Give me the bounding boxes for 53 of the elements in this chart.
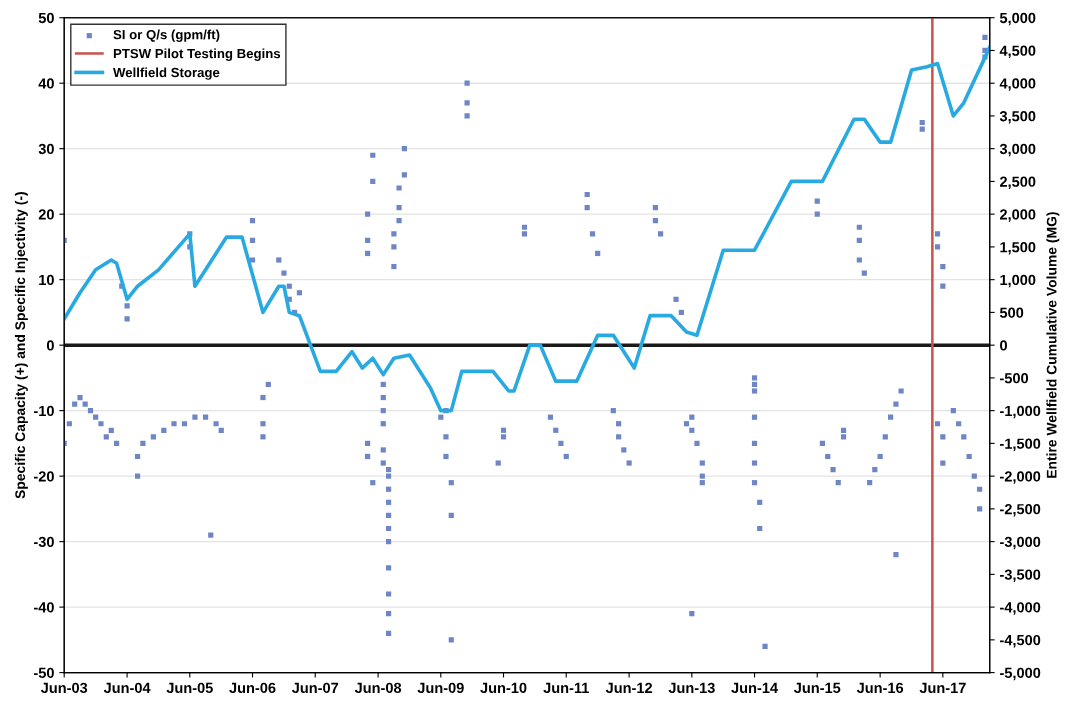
y2-tick-label: 500 bbox=[999, 307, 1024, 318]
y2-tick-label: 3,000 bbox=[999, 143, 1036, 157]
y-tick-label: -10 bbox=[33, 405, 54, 417]
y-tick-label: 40 bbox=[38, 78, 54, 89]
y-tick-label: -30 bbox=[33, 536, 54, 548]
y2-tick-label: -1,500 bbox=[1000, 438, 1041, 451]
x-tick-label: Jun-13 bbox=[668, 682, 715, 694]
x-tick-label: Jun-14 bbox=[731, 682, 778, 694]
y2-tick-label: 5,000 bbox=[999, 12, 1036, 26]
y-tick-label: -40 bbox=[33, 602, 54, 613]
y2-tick-label: 4,500 bbox=[999, 45, 1036, 58]
y2-tick-label: -4,000 bbox=[1000, 602, 1041, 615]
x-tick-label: Jun-09 bbox=[417, 682, 464, 694]
x-tick-label: Jun-10 bbox=[480, 682, 527, 694]
y2-tick-label: -4,500 bbox=[1000, 634, 1041, 648]
legend-label: PTSW Pilot Testing Begins bbox=[113, 48, 281, 61]
y2-tick-label: 0 bbox=[1000, 340, 1007, 351]
y2-tick-label: -3,000 bbox=[1000, 536, 1041, 550]
y2-tick-label: 1,000 bbox=[1000, 274, 1036, 288]
x-tick-label: Jun-11 bbox=[543, 682, 589, 694]
y-tick-label: -50 bbox=[33, 667, 54, 679]
x-tick-label: Jun-05 bbox=[166, 682, 213, 694]
y2-tick-label: -2,000 bbox=[1000, 471, 1041, 484]
x-tick-label: Jun-03 bbox=[40, 682, 88, 694]
legend-label: Wellfield Storage bbox=[113, 67, 220, 80]
y-axis-title: Specific Capacity (+) and Specific Injectivity (-) bbox=[14, 192, 28, 499]
legend-label: SI or Q/s (gpm/ft) bbox=[113, 29, 220, 42]
y-tick-label: -20 bbox=[33, 471, 54, 482]
y-tick-label: 0 bbox=[46, 340, 54, 351]
y2-tick-label: -2,500 bbox=[1000, 503, 1041, 517]
y2-tick-label: -5,000 bbox=[1000, 667, 1041, 681]
x-tick-label: Jun-16 bbox=[856, 682, 904, 694]
y2-tick-label: 2,000 bbox=[999, 209, 1036, 222]
y-tick-label: 10 bbox=[39, 274, 54, 286]
x-tick-label: Jun-08 bbox=[354, 682, 402, 694]
y2-tick-label: 1,500 bbox=[1000, 242, 1036, 255]
y2-axis-title: Entire Wellfield Cumulative Volume (MG) bbox=[1046, 212, 1060, 478]
y-tick-label: 20 bbox=[38, 209, 54, 220]
y2-tick-label: -500 bbox=[1000, 373, 1029, 384]
y-tick-label: 30 bbox=[38, 143, 54, 155]
y2-tick-label: 2,500 bbox=[999, 176, 1036, 189]
x-tick-label: Jun-15 bbox=[793, 682, 841, 694]
x-tick-label: Jun-07 bbox=[291, 682, 339, 694]
y2-tick-label: -1,000 bbox=[1000, 405, 1041, 419]
y2-tick-label: 4,000 bbox=[999, 78, 1036, 91]
y2-tick-label: -3,500 bbox=[1000, 569, 1041, 582]
x-tick-label: Jun-04 bbox=[103, 682, 151, 694]
y2-tick-label: 3,500 bbox=[999, 111, 1036, 124]
x-tick-label: Jun-12 bbox=[605, 682, 653, 694]
y-tick-label: 50 bbox=[38, 12, 54, 24]
x-tick-label: Jun-06 bbox=[229, 682, 276, 694]
x-tick-label: Jun-17 bbox=[919, 682, 966, 694]
line-series bbox=[64, 45, 990, 413]
